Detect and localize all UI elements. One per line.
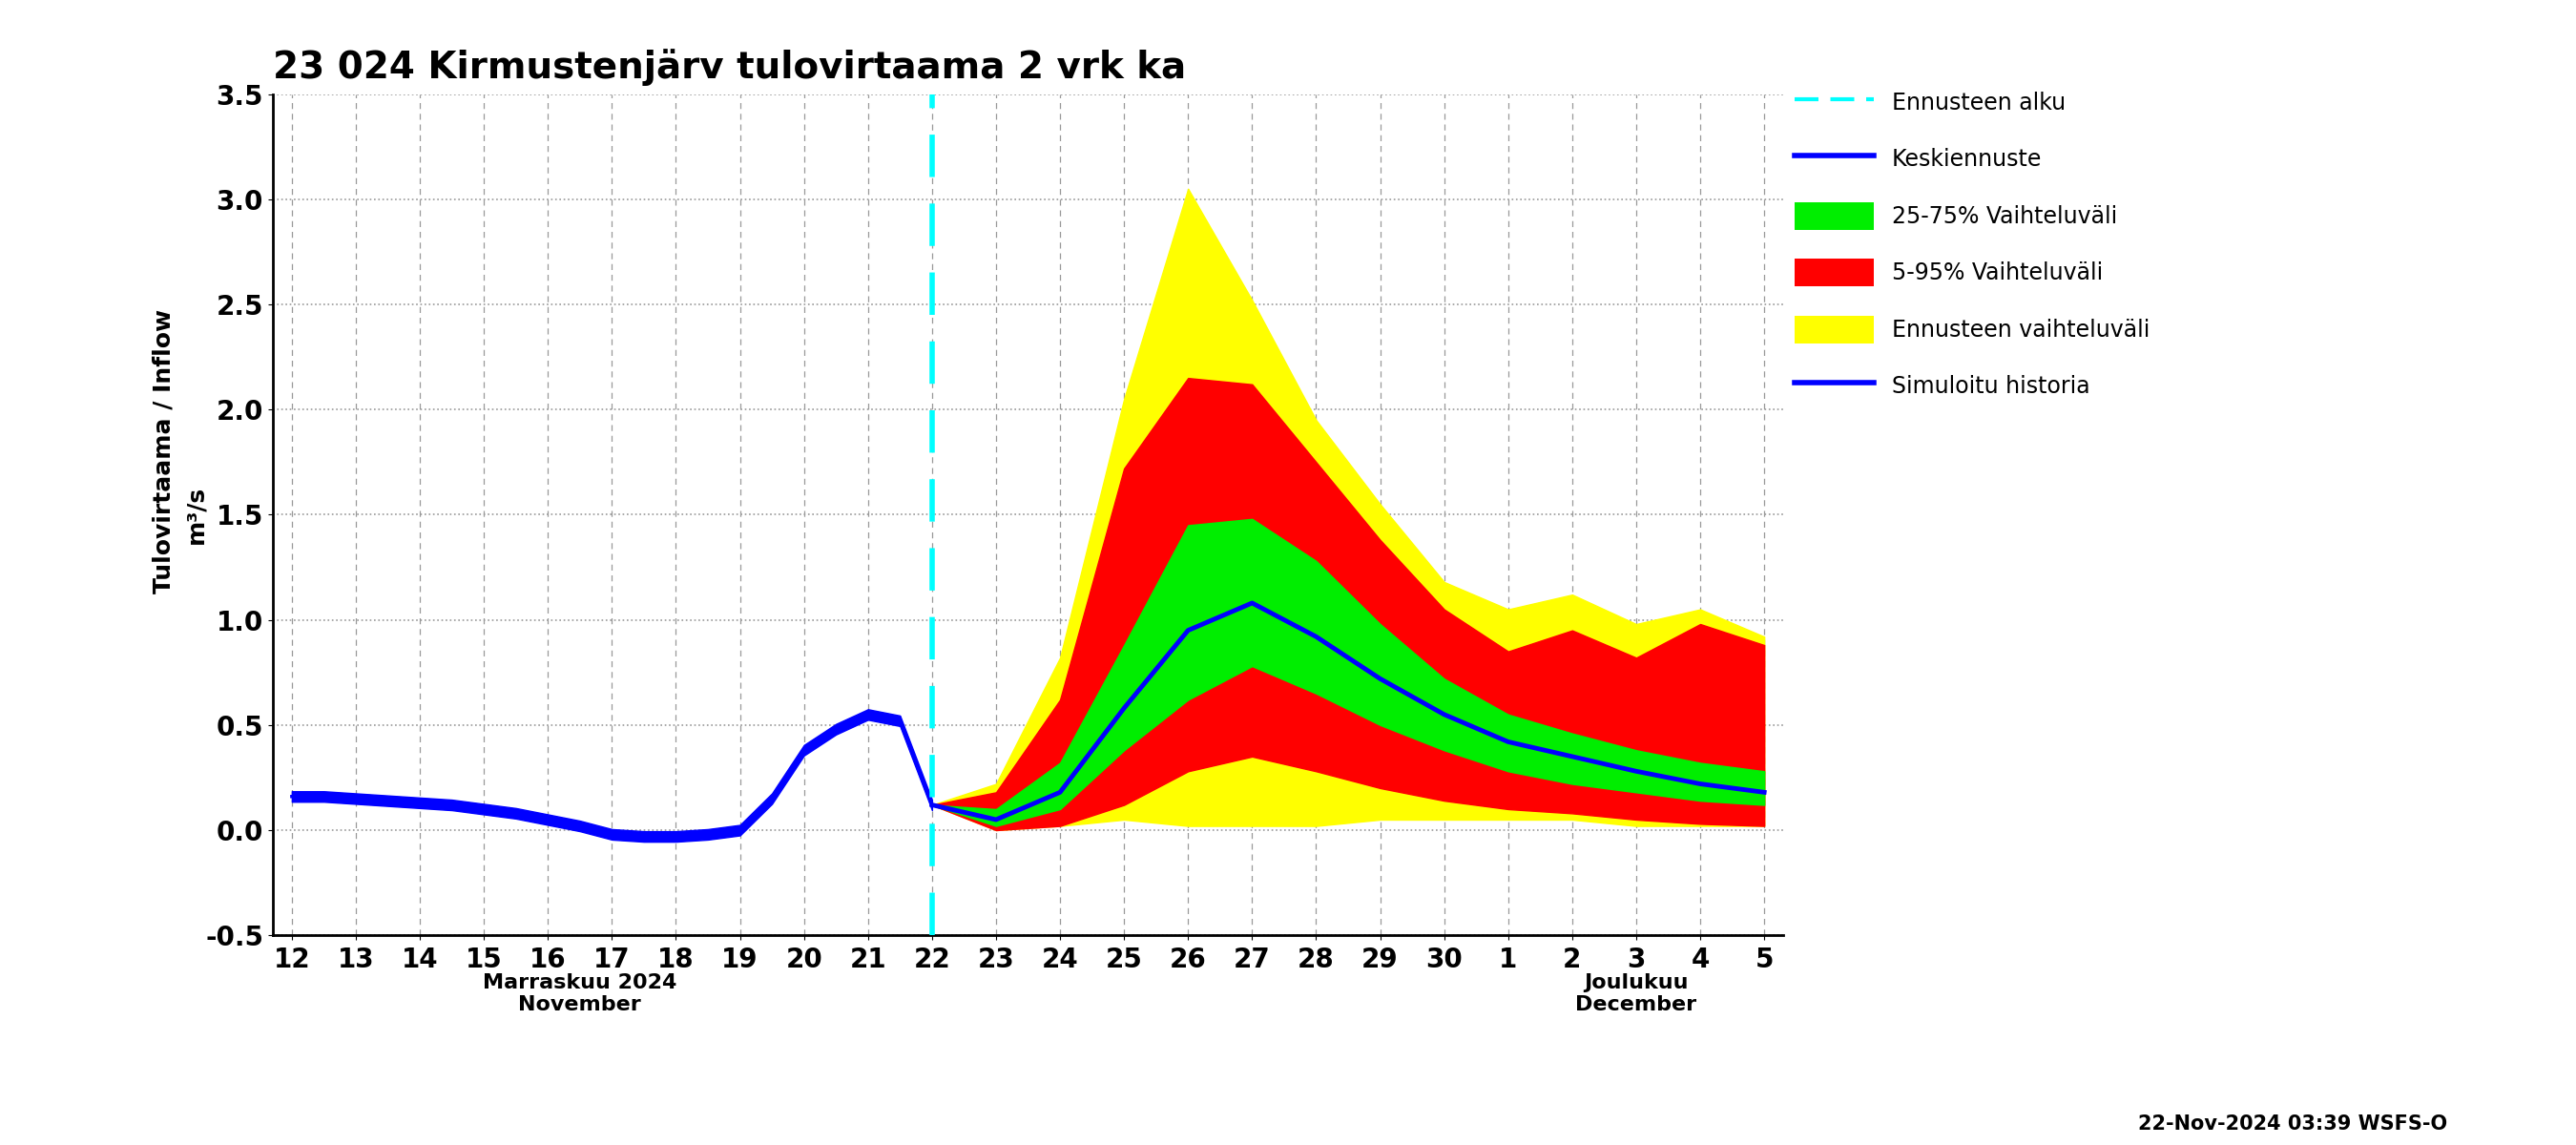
Text: m³/s: m³/s (185, 485, 206, 544)
Text: Joulukuu
December: Joulukuu December (1577, 973, 1698, 1014)
Text: 22-Nov-2024 03:39 WSFS-O: 22-Nov-2024 03:39 WSFS-O (2138, 1114, 2447, 1134)
Text: Marraskuu 2024
November: Marraskuu 2024 November (482, 973, 677, 1014)
Legend: Ennusteen alku, Keskiennuste, 25-75% Vaihteluväli, 5-95% Vaihteluväli, Ennusteen: Ennusteen alku, Keskiennuste, 25-75% Vai… (1795, 88, 2148, 400)
Text: 23 024 Kirmustenjärv tulovirtaama 2 vrk ka: 23 024 Kirmustenjärv tulovirtaama 2 vrk … (273, 48, 1185, 86)
Text: Tulovirtaama / Inflow: Tulovirtaama / Inflow (152, 309, 175, 594)
